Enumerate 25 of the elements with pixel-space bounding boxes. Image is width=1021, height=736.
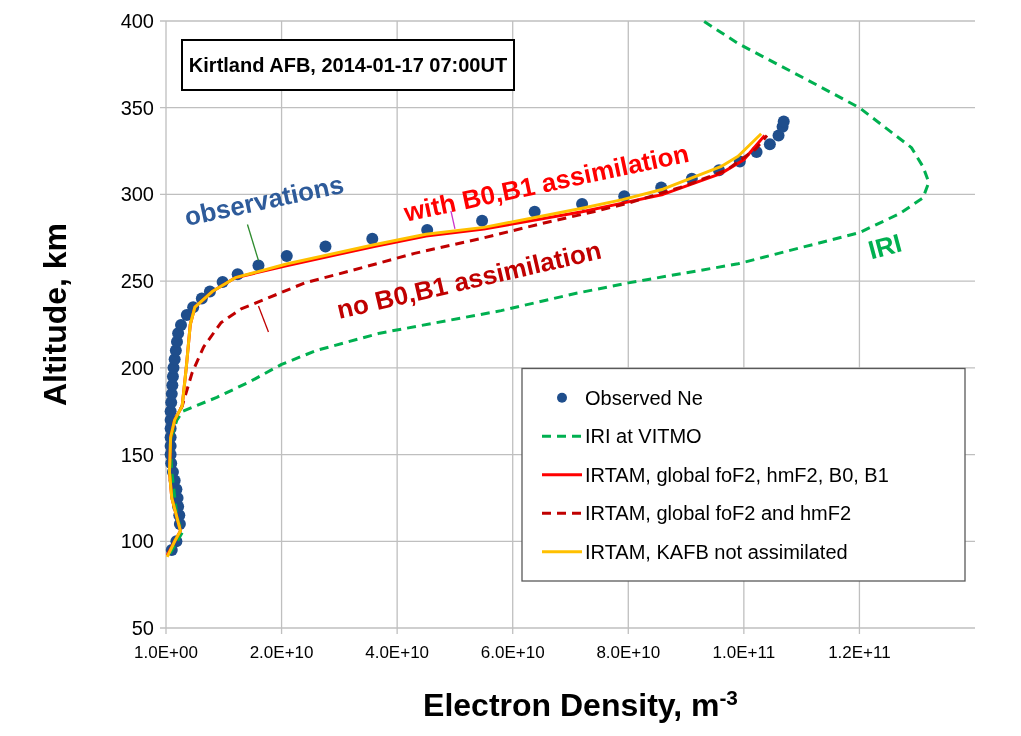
y-tick-label: 100 [120,530,154,553]
x-tick-label: 1.0E+00 [134,643,198,662]
x-axis-title: Electron Density, m$^{-3}$ [423,685,738,723]
x-tick-label: 2.0E+10 [249,643,314,662]
y-tick-label: 300 [120,183,154,206]
text: Kirtland AFB, 2014-01-17 07:00UT [188,54,508,76]
legend-label: Observed Ne [585,386,703,409]
annotation: IRI [864,227,905,266]
y-tick-label: 50 [131,617,154,639]
legend-label: IRTAM, KAFB not assimilated [585,540,848,563]
x-tick-label: 1.2E+11 [828,643,891,662]
x-tick-label: 4.0E+10 [365,643,430,662]
y-tick-label: 350 [120,96,154,119]
x-tick-label: 1.0E+11 [712,643,776,662]
legend-label: IRTAM, global foF2, hmF2, B0, B1 [585,463,889,486]
annotation: with B0,B1 assimilation [400,137,692,228]
y-tick-label: 150 [120,443,154,466]
legend-label: IRI at VITMO [585,425,702,448]
legend-label: IRTAM, global foF2 and hmF2 [585,502,852,525]
y-tick-label: 400 [120,10,154,32]
y-tick-label: 250 [120,270,154,293]
x-tick-label: 8.0E+10 [596,643,661,662]
y-tick-label: 200 [120,356,154,379]
x-tick-label: 6.0E+10 [480,643,545,662]
y-axis-title: Altitude, km [37,222,73,407]
